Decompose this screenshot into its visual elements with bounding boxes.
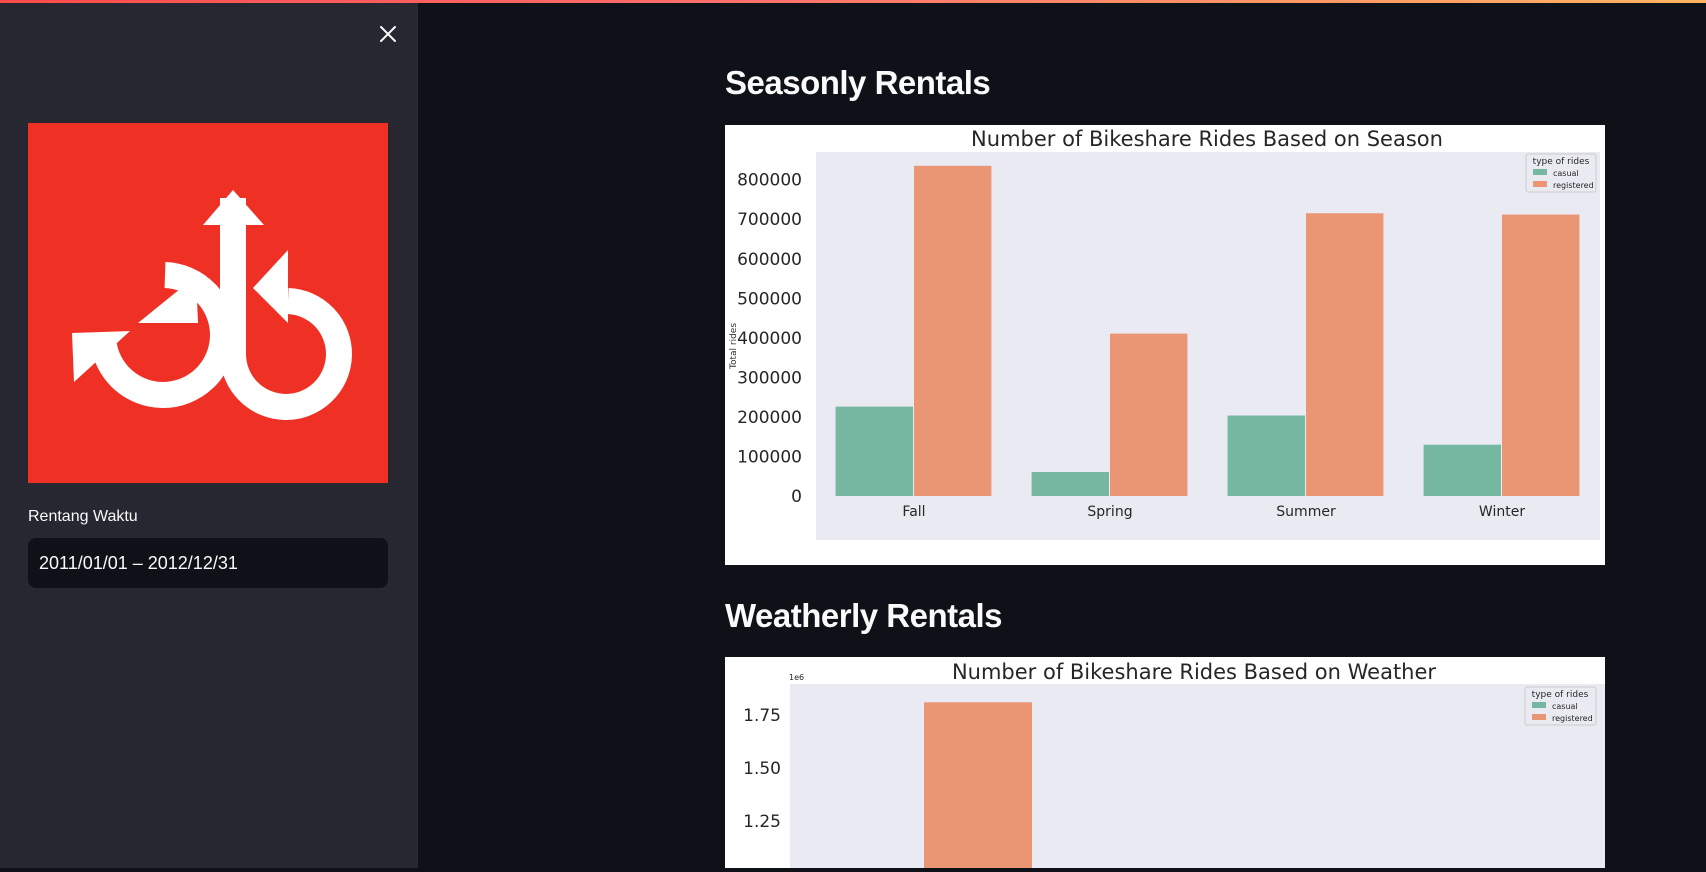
chart-title: Number of Bikeshare Rides Based on Seaso… [971, 127, 1443, 151]
bikeshare-logo-icon [72, 190, 352, 420]
x-tick-label: Fall [902, 504, 925, 520]
legend-title: type of rides [1532, 690, 1589, 700]
bar-registered-fall [914, 165, 992, 497]
y-tick-label: 1.50 [743, 759, 781, 779]
bar-casual-winter [1423, 444, 1501, 496]
x-tick-label: Summer [1276, 504, 1336, 520]
top-decoration-bar [0, 0, 1706, 3]
legend-swatch-registered [1533, 181, 1547, 187]
y-tick-label: 0 [791, 487, 802, 507]
legend-swatch-casual [1532, 702, 1546, 708]
chart-legend: type of rides casual registered [1525, 153, 1597, 193]
legend-title: type of rides [1533, 157, 1590, 167]
bikeshare-logo [28, 123, 388, 483]
bar-casual-summer [1227, 415, 1305, 496]
y-offset-text: 1e6 [789, 673, 804, 682]
legend-swatch-casual [1533, 169, 1547, 175]
legend-swatch-registered [1532, 714, 1546, 720]
legend-entry-casual: casual [1553, 169, 1579, 178]
y-tick-label: 300000 [737, 368, 802, 388]
date-range-input[interactable]: 2011/01/01 – 2012/12/31 [28, 538, 388, 588]
main-content: Seasonly Rentals Number of Bikeshare Rid… [418, 0, 1706, 868]
x-tick-label: Spring [1087, 504, 1132, 520]
x-tick-label: Winter [1479, 504, 1525, 520]
y-tick-label: 400000 [737, 329, 802, 349]
bar-registered-winter [1502, 214, 1580, 496]
legend-entry-registered: registered [1553, 181, 1594, 190]
y-tick-label: 800000 [737, 171, 802, 191]
bar-registered-summer [1306, 213, 1384, 496]
weather-chart-svg: Number of Bikeshare Rides Based on Weath… [743, 660, 1605, 868]
sidebar: Rentang Waktu 2011/01/01 – 2012/12/31 [0, 0, 418, 868]
bar-casual-fall [835, 406, 913, 496]
y-tick-label: 700000 [737, 210, 802, 230]
season-chart-svg: Number of Bikeshare Rides Based on Seaso… [729, 127, 1600, 540]
section-title-weatherly: Weatherly Rentals [725, 597, 1003, 634]
legend-entry-registered: registered [1552, 714, 1593, 723]
y-tick-label: 600000 [737, 250, 802, 270]
y-tick-label: 1.25 [743, 812, 781, 832]
bar-registered-spring [1110, 333, 1188, 496]
close-sidebar-button[interactable] [374, 20, 402, 48]
y-tick-label: 1.75 [743, 706, 781, 726]
date-range-label: Rentang Waktu [28, 508, 138, 525]
bar-registered-first [924, 702, 1032, 868]
legend-entry-casual: casual [1552, 702, 1578, 711]
date-range-value: 2011/01/01 – 2012/12/31 [39, 552, 238, 573]
close-icon [380, 26, 396, 42]
weather-chart: Number of Bikeshare Rides Based on Weath… [725, 657, 1605, 868]
y-tick-label: 200000 [737, 408, 802, 428]
chart-legend: type of rides casual registered [1524, 686, 1597, 726]
section-title-seasonly: Seasonly Rentals [725, 64, 991, 101]
y-tick-label: 500000 [737, 289, 802, 309]
y-axis-label: Total rides [729, 323, 739, 370]
y-tick-label: 100000 [737, 447, 802, 467]
chart-title: Number of Bikeshare Rides Based on Weath… [952, 660, 1436, 684]
bar-casual-spring [1031, 472, 1109, 496]
plot-area [790, 684, 1605, 868]
season-chart: Number of Bikeshare Rides Based on Seaso… [725, 125, 1605, 565]
